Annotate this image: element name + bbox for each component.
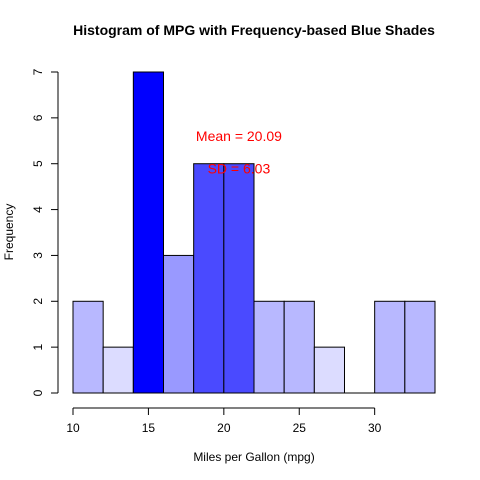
x-tick-label: 20: [217, 421, 231, 435]
histogram-bar-11: [374, 300, 406, 394]
y-tick-label: 7: [31, 68, 45, 75]
y-tick-label: 2: [31, 298, 45, 305]
y-tick-label: 1: [31, 343, 45, 350]
histogram-bar-6: [223, 163, 255, 394]
x-tick-label: 15: [142, 421, 156, 435]
y-tick-label: 3: [31, 252, 45, 259]
histogram-bar-2: [102, 346, 134, 394]
chart-title: Histogram of MPG with Frequency-based Bl…: [73, 22, 435, 38]
histogram-bar-5: [193, 163, 225, 394]
histogram-bar-9: [313, 346, 346, 394]
x-tick-label: 10: [66, 421, 80, 435]
histogram-bar-3: [132, 71, 164, 394]
annotation-2: SD = 6.03: [208, 160, 271, 176]
histogram-bar-8: [283, 300, 315, 394]
y-tick-label: 4: [31, 206, 45, 213]
histogram-bar-4: [163, 254, 195, 394]
y-axis: 0 1 2 3 4 5 6 7: [31, 68, 59, 396]
y-axis-label: Frequency: [2, 204, 16, 261]
histogram-bar-7: [253, 300, 285, 394]
bars-group: [72, 71, 436, 394]
histogram-bar-1: [72, 300, 104, 394]
y-tick-label: 0: [31, 389, 45, 396]
y-tick-label: 5: [31, 160, 45, 167]
histogram-bar-12: [404, 300, 436, 394]
x-tick-label: 30: [368, 421, 382, 435]
x-tick-label: 25: [293, 421, 307, 435]
y-tick-label: 6: [31, 114, 45, 121]
x-axis-label: Miles per Gallon (mpg): [193, 450, 314, 464]
annotation-1: Mean = 20.09: [196, 128, 282, 144]
x-axis: 10 15 20 25 30: [66, 407, 382, 435]
annotations-group: Mean = 20.09 SD = 6.03: [196, 128, 282, 176]
